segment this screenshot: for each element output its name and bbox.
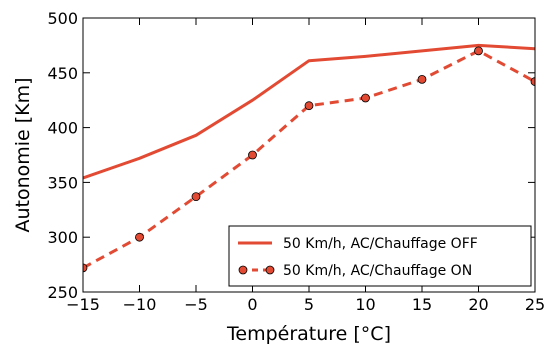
series-point-1 xyxy=(248,150,257,160)
y-tick-label: 300 xyxy=(47,228,78,247)
x-tick-label: 0 xyxy=(247,295,257,314)
series-point-1 xyxy=(304,101,314,111)
legend-label-on: 50 Km/h, AC/Chauffage ON xyxy=(283,263,472,279)
legend: 50 Km/h, AC/Chauffage OFF 50 Km/h, AC/Ch… xyxy=(228,225,532,287)
x-tick-label: 5 xyxy=(304,295,314,314)
y-tick-label: 500 xyxy=(47,9,78,28)
x-tick-label: 20 xyxy=(468,295,488,314)
series-point-1 xyxy=(83,263,88,273)
y-tick-label: 250 xyxy=(47,283,78,302)
series-point-1 xyxy=(191,192,201,202)
legend-label-off: 50 Km/h, AC/Chauffage OFF xyxy=(283,236,478,252)
x-tick-label: −15 xyxy=(66,295,100,314)
series-point-1 xyxy=(474,46,483,56)
y-tick-label: 400 xyxy=(47,119,78,138)
x-tick-label: −5 xyxy=(184,295,208,314)
y-tick-label: 450 xyxy=(47,64,78,83)
legend-marker-on xyxy=(265,265,275,275)
series-point-1 xyxy=(361,93,370,103)
series-line-0 xyxy=(83,43,535,180)
x-tick-label: −10 xyxy=(123,295,157,314)
x-tick-label: 10 xyxy=(355,295,375,314)
legend-box xyxy=(228,225,532,287)
series-layer xyxy=(83,43,535,273)
ticks-layer: −15 −10 −5 0 5 10 15 20 25 250 300 350 400 450 500 xyxy=(47,9,545,314)
y-axis-title: Autonomie [Km] xyxy=(12,77,34,232)
series-point-1 xyxy=(530,77,535,86)
series-line-1 xyxy=(83,49,535,270)
legend-marker-on xyxy=(238,265,248,275)
y-tick-label: 350 xyxy=(47,173,78,192)
x-tick-label: 25 xyxy=(525,295,545,314)
series-point-1 xyxy=(417,74,427,84)
series-point-1 xyxy=(135,232,144,242)
x-axis-title: Température [°C] xyxy=(226,323,391,345)
x-tick-label: 15 xyxy=(412,295,432,314)
